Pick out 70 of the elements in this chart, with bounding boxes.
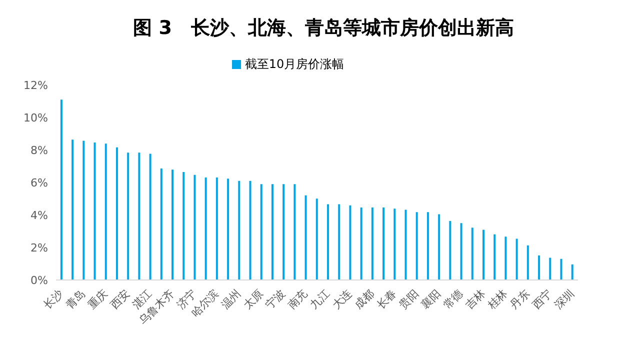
x-tick-label: 南充 [285, 287, 310, 312]
bar [94, 142, 96, 280]
chart-title: 图 3 长沙、北海、青岛等城市房价创出新高 [132, 16, 515, 41]
bar [504, 236, 507, 280]
bar [494, 234, 496, 280]
bar [172, 170, 174, 280]
y-tick-label: 4% [30, 208, 48, 222]
bar [160, 168, 162, 280]
bar [82, 140, 85, 280]
bar [238, 180, 240, 280]
x-tick-label: 大连 [330, 287, 355, 312]
bar [438, 214, 440, 280]
bar [304, 195, 307, 280]
bar [316, 198, 318, 280]
x-tick-label: 贵阳 [396, 287, 422, 312]
x-tick-label: 丹东 [508, 287, 532, 312]
bar [482, 230, 484, 280]
y-tick-label: 8% [30, 144, 48, 157]
bar [382, 208, 385, 280]
bar [271, 184, 274, 280]
bar [404, 210, 407, 280]
x-tick-label: 成都 [352, 287, 377, 312]
x-tick-label: 长沙 [41, 287, 66, 312]
y-tick-label: 2% [30, 241, 48, 254]
bar [149, 154, 152, 280]
y-tick-label: 0% [30, 274, 48, 287]
bar [60, 100, 62, 280]
x-tick-label: 常德 [440, 287, 466, 312]
bar [249, 180, 252, 280]
bar [571, 264, 574, 280]
bar [426, 212, 429, 280]
bar [526, 245, 529, 280]
bar [116, 147, 118, 280]
x-tick-label: 襄阳 [418, 287, 444, 312]
bar [360, 208, 362, 280]
bar [194, 174, 196, 280]
x-tick-label: 九江 [308, 287, 332, 312]
bar [449, 221, 452, 280]
bar [72, 140, 74, 280]
bar [138, 152, 140, 280]
bar [282, 184, 285, 280]
bar [538, 255, 540, 280]
bar [394, 208, 396, 280]
bar [460, 223, 462, 280]
bar [260, 184, 262, 280]
x-tick-label: 长春 [374, 287, 399, 312]
x-tick-label: 西宁 [530, 287, 554, 312]
bar [216, 177, 218, 280]
bar [294, 184, 296, 280]
x-tick-label: 西安 [108, 287, 132, 312]
bar [416, 212, 418, 280]
bar [349, 205, 352, 280]
y-tick-label: 10% [24, 111, 48, 124]
bar [227, 178, 230, 280]
x-tick-label: 深圳 [552, 287, 577, 312]
bar [371, 208, 374, 280]
x-tick-label: 宁波 [263, 287, 288, 312]
legend-label: 截至10月房价涨幅 [244, 57, 344, 71]
bar [182, 172, 185, 280]
bar [471, 228, 474, 280]
bar [549, 258, 552, 280]
bar [127, 152, 130, 280]
bar [338, 204, 340, 280]
bar [516, 238, 518, 280]
y-tick-label: 12% [24, 78, 48, 92]
bar [326, 204, 329, 280]
y-tick-label: 6% [30, 176, 48, 190]
bar [104, 144, 107, 280]
bar [204, 177, 207, 280]
bar [560, 258, 562, 280]
